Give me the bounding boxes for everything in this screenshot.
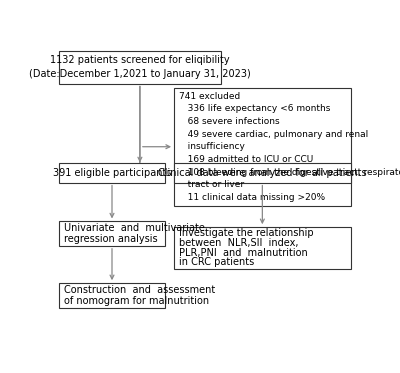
Text: 11 clinical data missing >20%: 11 clinical data missing >20% — [179, 193, 325, 202]
Bar — [59, 283, 165, 308]
Text: Investigate the relationship: Investigate the relationship — [179, 228, 313, 238]
Text: 741 excluded: 741 excluded — [179, 92, 240, 101]
Text: in CRC patients: in CRC patients — [179, 257, 254, 267]
Text: of nomogram for malnutrition: of nomogram for malnutrition — [64, 296, 209, 305]
Text: Construction  and  assessment: Construction and assessment — [64, 285, 215, 295]
Text: 49 severe cardiac, pulmonary and renal: 49 severe cardiac, pulmonary and renal — [179, 129, 368, 138]
Text: PLR,PNI  and  malnutrition: PLR,PNI and malnutrition — [179, 248, 307, 258]
Text: 108 bleeding from the digestive tract, respiratory: 108 bleeding from the digestive tract, r… — [179, 167, 400, 176]
Text: 169 admitted to ICU or CCU: 169 admitted to ICU or CCU — [179, 155, 313, 164]
Text: 1132 patients screened for eliqibility: 1132 patients screened for eliqibility — [50, 55, 230, 65]
Text: Clinical data were analyzed for all patients: Clinical data were analyzed for all pati… — [158, 167, 367, 178]
Text: tract or liver: tract or liver — [179, 180, 244, 189]
Bar — [59, 222, 165, 246]
Bar — [174, 227, 351, 269]
Text: insufficiency: insufficiency — [179, 142, 244, 151]
Text: Univariate  and  multivariate: Univariate and multivariate — [64, 223, 205, 233]
Bar — [174, 163, 351, 183]
Text: (Date:December 1,2021 to January 31, 2023): (Date:December 1,2021 to January 31, 202… — [29, 69, 251, 79]
Text: regression analysis: regression analysis — [64, 234, 158, 244]
Text: 391 eligible participants: 391 eligible participants — [53, 167, 171, 178]
Text: 68 severe infections: 68 severe infections — [179, 117, 279, 126]
Bar — [59, 50, 220, 84]
Bar — [59, 163, 165, 183]
Text: between  NLR,SII  index,: between NLR,SII index, — [179, 238, 298, 248]
Text: 336 life expectancy <6 months: 336 life expectancy <6 months — [179, 104, 330, 113]
Bar — [174, 88, 351, 206]
